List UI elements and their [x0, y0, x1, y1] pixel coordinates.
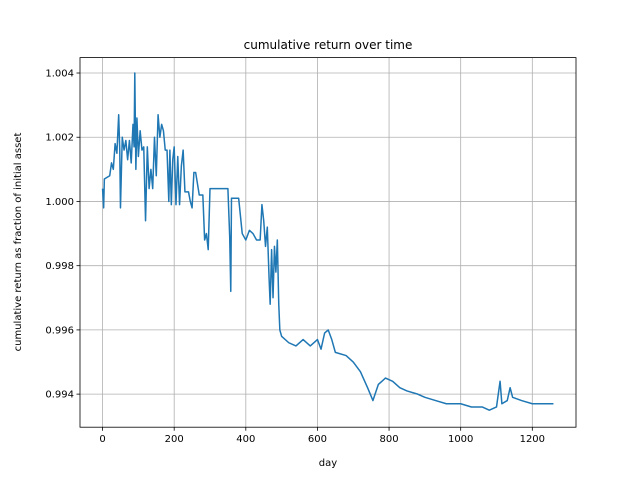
y-axis-label: cumulative return as fraction of initial…: [13, 133, 24, 352]
plot-frame: [79, 57, 577, 428]
y-tick-label: 1.000: [45, 197, 74, 208]
x-tick-label: 400: [236, 434, 255, 445]
x-axis-label: day: [319, 458, 337, 469]
y-tick-label: 0.998: [45, 261, 74, 272]
x-tick-label: 200: [165, 434, 184, 445]
chart-title: cumulative return over time: [244, 38, 413, 52]
y-tick-label: 1.002: [45, 133, 74, 144]
x-tick-label: 1200: [520, 434, 545, 445]
y-tick-label: 0.996: [45, 325, 74, 336]
x-tick-label: 600: [308, 434, 327, 445]
x-tick-label: 800: [380, 434, 399, 445]
y-tick-label: 1.004: [45, 69, 74, 80]
x-tick-label: 0: [99, 434, 105, 445]
y-tick-label: 0.994: [45, 390, 74, 401]
data-line: [101, 72, 554, 411]
x-tick-label: 1000: [448, 434, 473, 445]
